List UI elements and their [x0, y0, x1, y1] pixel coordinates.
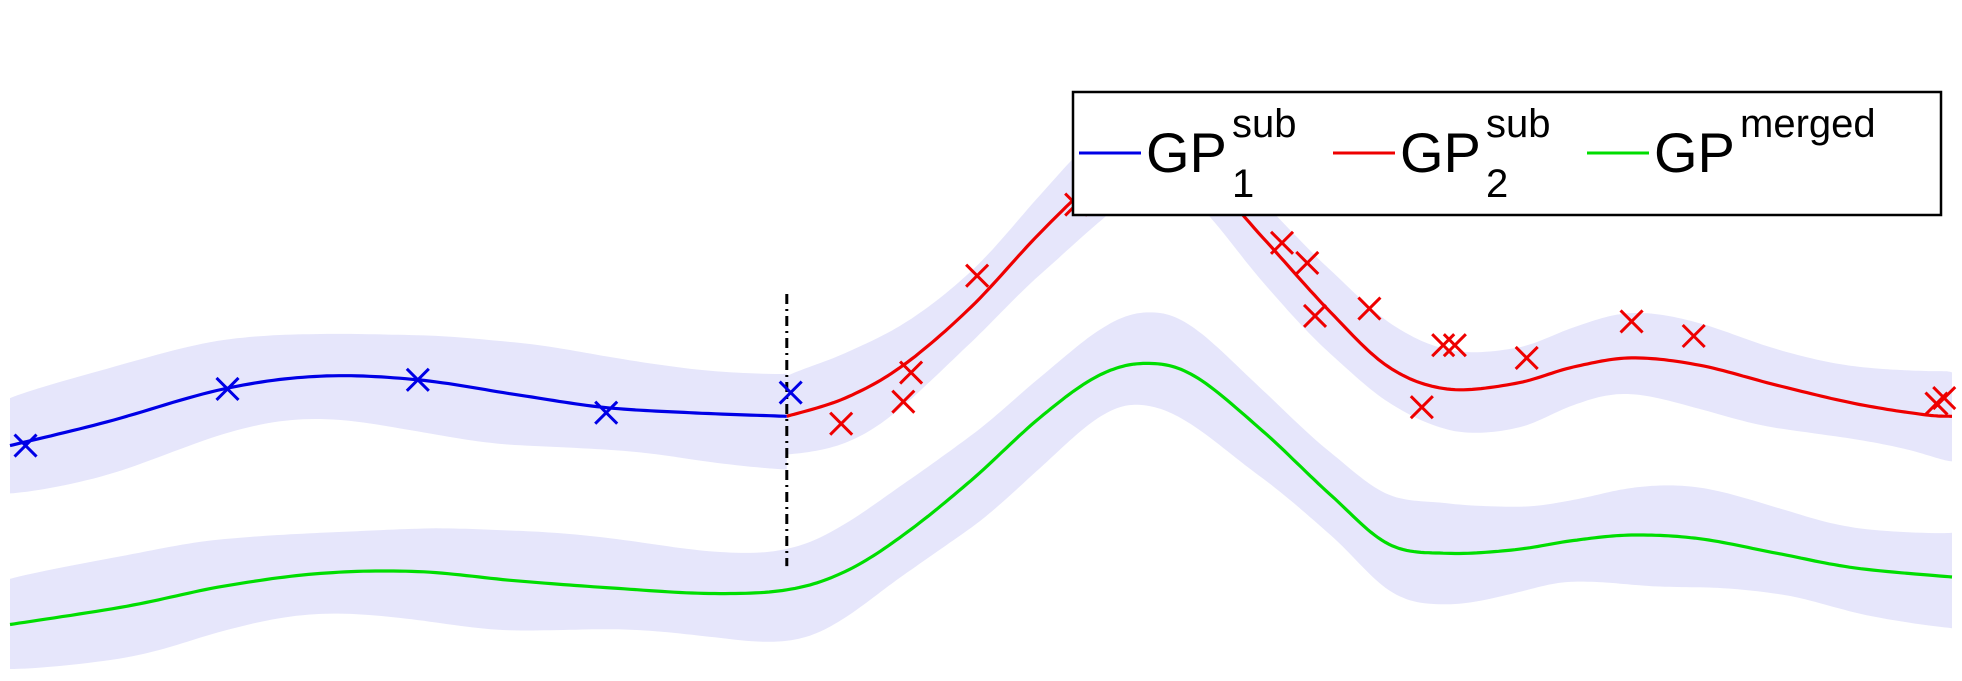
legend-entry-gp2: GP sub 2 [1333, 102, 1551, 206]
legend-entry-merged: GP merged [1587, 102, 1876, 184]
marker-gp1_points-4 [778, 380, 803, 405]
marker-gp2_points-10 [1302, 303, 1328, 328]
legend: GP sub 1 GP sub 2 GP merged [1071, 90, 1943, 217]
band-gp1 [10, 333, 787, 494]
marker-gp2_points-17 [1681, 323, 1706, 349]
legend-sub-gp1: 1 [1232, 162, 1254, 206]
marker-gp2_points-13 [1431, 333, 1456, 358]
marker-gp2_points-0 [829, 411, 854, 436]
line-gp2 [786, 148, 1952, 418]
legend-box [1071, 90, 1943, 217]
marker-gp2_points-19 [1932, 386, 1957, 411]
marker-gp2_points-15 [1514, 345, 1539, 370]
marker-gp2_points-11 [1357, 296, 1382, 321]
marker-gp2_points-14 [1442, 333, 1467, 358]
legend-base-gp1: GP [1146, 121, 1227, 184]
legend-base-merged: GP [1654, 121, 1735, 184]
marker-gp2_points-1 [891, 389, 916, 414]
legend-sub-gp2: 2 [1486, 162, 1508, 206]
legend-entry-gp1: GP sub 1 [1079, 102, 1297, 206]
marker-gp1_points-2 [405, 367, 430, 392]
legend-sup-gp2: sub [1486, 102, 1551, 146]
legend-base-gp2: GP [1400, 121, 1481, 184]
legend-sup-gp1: sub [1232, 102, 1297, 146]
marker-gp1_points-3 [594, 400, 619, 425]
marker-gp2_points-8 [1269, 230, 1295, 255]
marker-gp2_points-12 [1409, 395, 1434, 420]
training-points [13, 130, 1957, 458]
marker-gp1_points-0 [13, 433, 38, 458]
legend-sup-merged: merged [1740, 102, 1876, 146]
marker-gp1_points-1 [215, 376, 240, 402]
marker-gp2_points-9 [1295, 250, 1320, 276]
marker-gp2_points-2 [899, 360, 924, 385]
marker-gp2_points-3 [965, 263, 990, 288]
line-merged [9, 361, 1953, 627]
marker-gp2_points-16 [1619, 309, 1644, 334]
